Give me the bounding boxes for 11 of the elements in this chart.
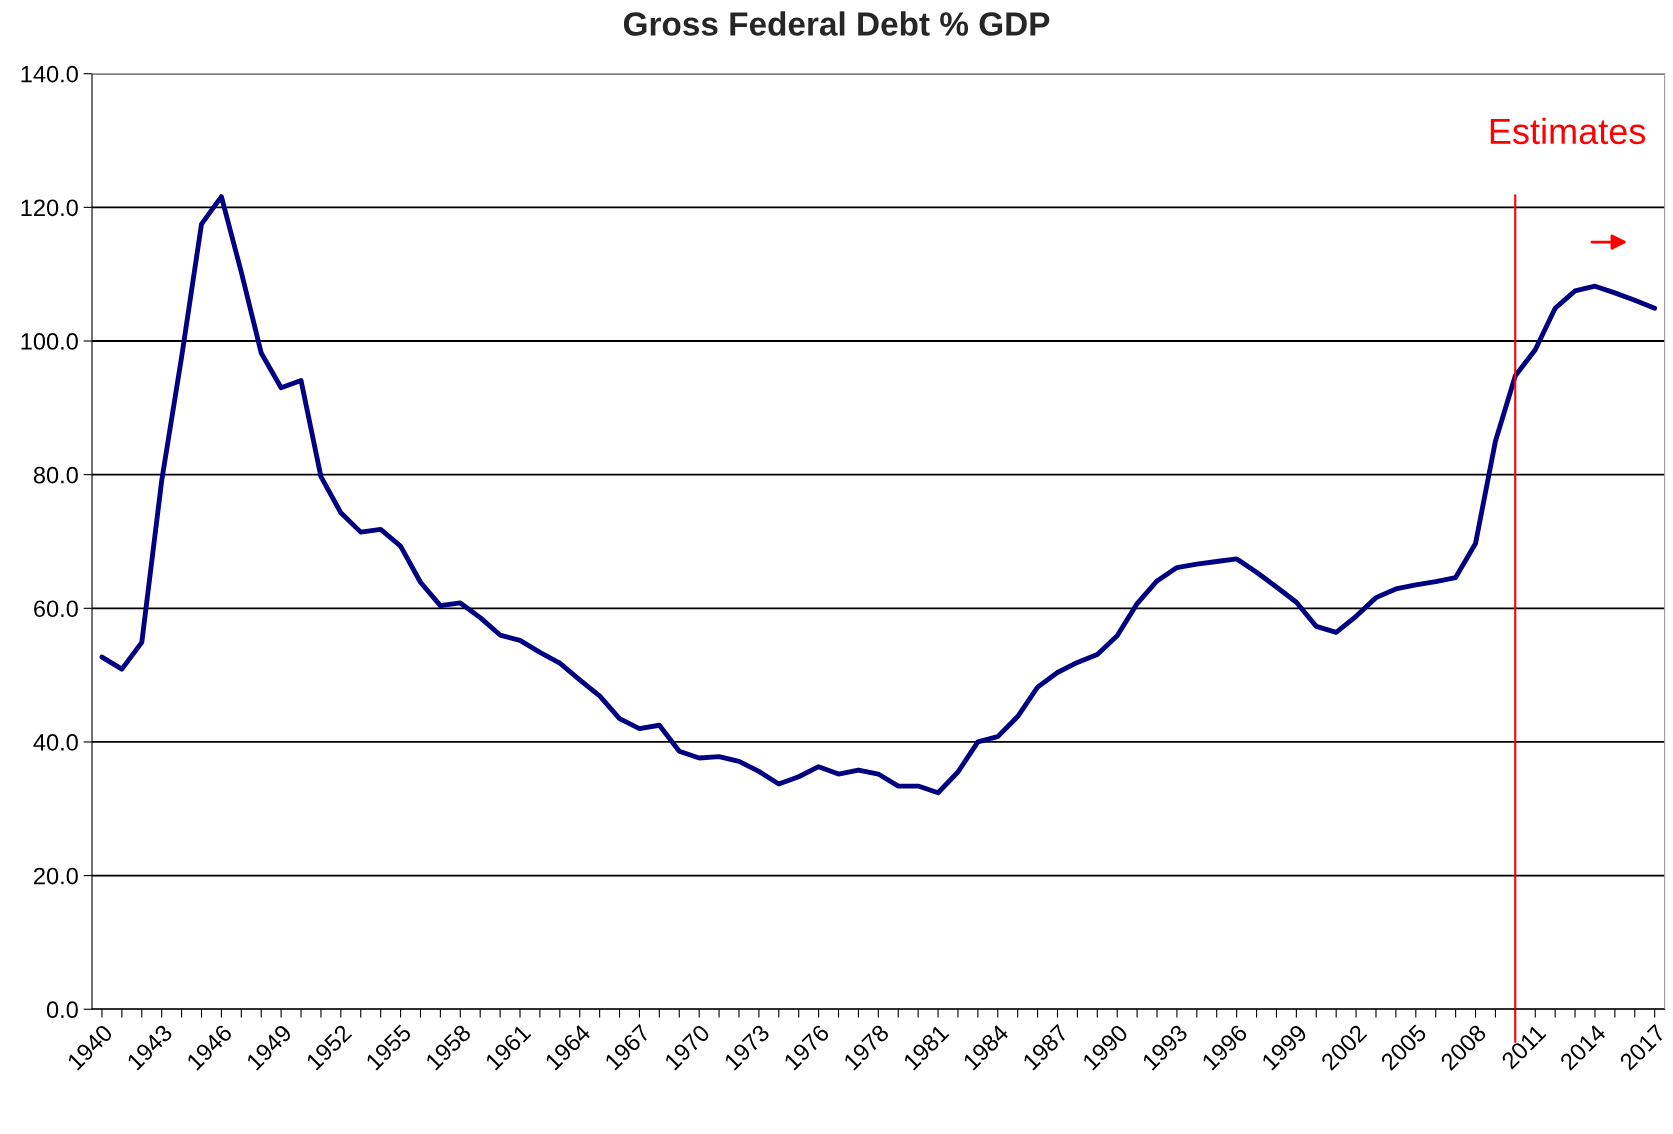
y-tick-label: 60.0 — [34, 600, 78, 618]
y-tick-label: 80.0 — [33, 466, 78, 484]
y-tick-label: 120.0 — [21, 199, 78, 217]
y-tick-label: 0.0 — [46, 1001, 78, 1019]
y-tick-label: 40.0 — [33, 734, 78, 751]
annotation: Estimates — [1490, 117, 1646, 145]
y-tick-label: 20.0 — [34, 867, 78, 885]
chart-title: Gross Federal Debt % GDP — [623, 11, 1050, 36]
y-tick-label: 100.0 — [21, 333, 78, 350]
y-tick-label: 140.0 — [21, 65, 78, 83]
line-series — [99, 194, 1658, 796]
